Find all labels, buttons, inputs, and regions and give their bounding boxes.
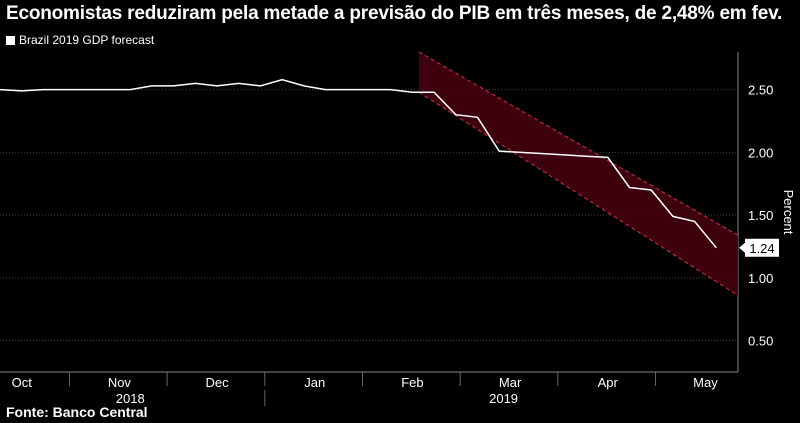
y-tick-label: 1.50 bbox=[748, 208, 773, 223]
last-value-box bbox=[745, 238, 779, 257]
x-tick-label: Apr bbox=[598, 375, 619, 390]
last-value-badge: 1.24 bbox=[739, 238, 779, 257]
y-tick-label: 2.50 bbox=[748, 83, 773, 98]
y-tick-label: 2.00 bbox=[748, 145, 773, 160]
source-note: Fonte: Banco Central bbox=[6, 404, 148, 420]
series-line bbox=[0, 78, 717, 249]
legend-label: Brazil 2019 GDP forecast bbox=[19, 33, 155, 47]
x-tick-label: Dec bbox=[205, 375, 229, 390]
last-value-pointer bbox=[739, 242, 745, 253]
forecast-band bbox=[418, 52, 738, 296]
y-tick-label: 0.50 bbox=[748, 334, 773, 349]
x-tick-label: Jan bbox=[304, 375, 325, 390]
legend: Brazil 2019 GDP forecast bbox=[6, 33, 154, 47]
x-tick-label: Oct bbox=[12, 375, 33, 390]
last-value-label: 1.24 bbox=[749, 241, 774, 256]
y-tick-label: 1.00 bbox=[748, 271, 773, 286]
y-axis-title: Percent bbox=[781, 190, 796, 235]
band-lower-edge bbox=[418, 91, 739, 296]
x-tick-label: Feb bbox=[401, 375, 423, 390]
legend-swatch bbox=[6, 35, 15, 45]
year-label: 2018 bbox=[116, 391, 145, 406]
year-label: 2019 bbox=[489, 391, 518, 406]
x-tick-label: May bbox=[693, 375, 718, 390]
chart-title: Economistas reduziram pela metade a prev… bbox=[6, 3, 783, 24]
x-tick-label: Nov bbox=[108, 375, 132, 390]
band-upper-edge bbox=[418, 51, 739, 236]
x-tick-label: Mar bbox=[499, 375, 522, 390]
